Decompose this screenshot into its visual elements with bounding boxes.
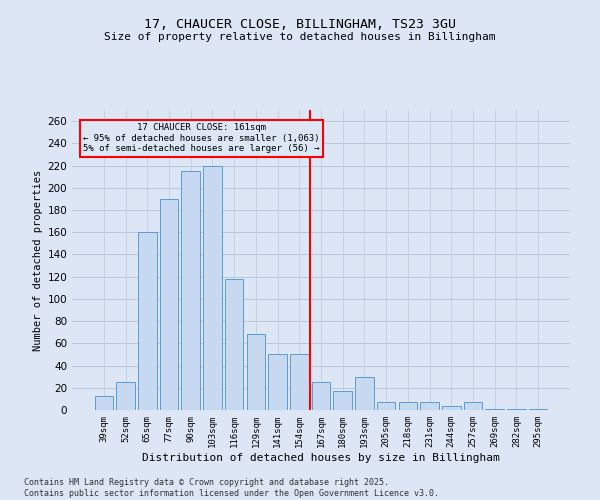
Bar xyxy=(95,396,113,410)
Bar xyxy=(225,279,244,410)
X-axis label: Distribution of detached houses by size in Billingham: Distribution of detached houses by size … xyxy=(142,452,500,462)
Bar xyxy=(203,166,221,410)
Bar xyxy=(334,391,352,410)
Bar xyxy=(116,382,135,410)
Bar xyxy=(290,354,308,410)
Text: Size of property relative to detached houses in Billingham: Size of property relative to detached ho… xyxy=(104,32,496,42)
Bar xyxy=(485,409,504,410)
Text: 17 CHAUCER CLOSE: 161sqm
← 95% of detached houses are smaller (1,063)
5% of semi: 17 CHAUCER CLOSE: 161sqm ← 95% of detach… xyxy=(83,124,320,153)
Bar xyxy=(355,376,374,410)
Bar xyxy=(398,402,417,410)
Bar xyxy=(160,199,178,410)
Text: 17, CHAUCER CLOSE, BILLINGHAM, TS23 3GU: 17, CHAUCER CLOSE, BILLINGHAM, TS23 3GU xyxy=(144,18,456,30)
Bar xyxy=(377,402,395,410)
Bar xyxy=(529,409,547,410)
Bar xyxy=(507,409,526,410)
Bar xyxy=(421,402,439,410)
Text: Contains HM Land Registry data © Crown copyright and database right 2025.
Contai: Contains HM Land Registry data © Crown c… xyxy=(24,478,439,498)
Bar xyxy=(247,334,265,410)
Bar xyxy=(181,171,200,410)
Bar xyxy=(138,232,157,410)
Bar xyxy=(312,382,330,410)
Bar xyxy=(268,354,287,410)
Y-axis label: Number of detached properties: Number of detached properties xyxy=(33,170,43,350)
Bar xyxy=(464,402,482,410)
Bar xyxy=(442,406,461,410)
